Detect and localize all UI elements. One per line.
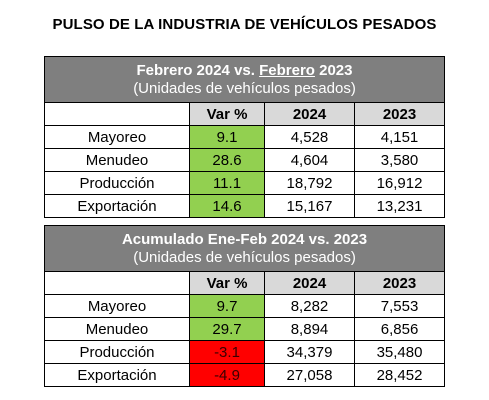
table-row: Menudeo 29.7 8,894 6,856	[44, 317, 446, 341]
table-title: Febrero 2024 vs. Febrero 2023	[136, 61, 353, 79]
value-2023-cell: 7,553	[353, 294, 446, 318]
value-2024-cell: 18,792	[264, 171, 355, 195]
value-2024-cell: 8,894	[264, 317, 355, 341]
table-row: Exportación -4.9 27,058 28,452	[44, 363, 446, 387]
var-cell: -3.1	[189, 340, 265, 364]
empty-header-cell	[44, 102, 190, 126]
var-cell: 9.1	[189, 125, 265, 149]
row-label: Producción	[44, 340, 190, 364]
table-row: Exportación 14.6 15,167 13,231	[44, 194, 446, 218]
row-label: Producción	[44, 171, 190, 195]
table-subtitle: (Unidades de vehículos pesados)	[133, 79, 356, 97]
value-2023-cell: 35,480	[353, 340, 446, 364]
table-title: Acumulado Ene-Feb 2024 vs. 2023	[121, 230, 368, 248]
column-header-2023: 2023	[353, 271, 446, 295]
value-2023-cell: 28,452	[353, 363, 446, 387]
value-2024-cell: 4,528	[264, 125, 355, 149]
value-2024-cell: 4,604	[264, 148, 355, 172]
empty-header-cell	[44, 271, 190, 295]
value-2023-cell: 3,580	[353, 148, 446, 172]
var-cell: 29.7	[189, 317, 265, 341]
table-row: Producción -3.1 34,379 35,480	[44, 340, 446, 364]
table-header: Acumulado Ene-Feb 2024 vs. 2023 (Unidade…	[43, 225, 446, 272]
table-subtitle: (Unidades de vehículos pesados)	[133, 248, 356, 266]
value-2023-cell: 16,912	[353, 171, 446, 195]
cumulative-comparison-table: Acumulado Ene-Feb 2024 vs. 2023 (Unidade…	[43, 225, 446, 387]
value-2024-cell: 8,282	[264, 294, 355, 318]
row-label: Exportación	[44, 363, 190, 387]
var-cell: 14.6	[189, 194, 265, 218]
table-row: Mayoreo 9.7 8,282 7,553	[44, 294, 446, 318]
column-header-2024: 2024	[264, 102, 355, 126]
table-row: Mayoreo 9.1 4,528 4,151	[44, 125, 446, 149]
column-header-var: Var %	[189, 102, 265, 126]
row-label: Mayoreo	[44, 294, 190, 318]
monthly-comparison-table: Febrero 2024 vs. Febrero 2023 (Unidades …	[43, 56, 446, 218]
table-row: Producción 11.1 18,792 16,912	[44, 171, 446, 195]
var-cell: 9.7	[189, 294, 265, 318]
value-2023-cell: 6,856	[353, 317, 446, 341]
page-title: PULSO DE LA INDUSTRIA DE VEHÍCULOS PESAD…	[52, 16, 437, 33]
value-2024-cell: 15,167	[264, 194, 355, 218]
row-label: Menudeo	[44, 317, 190, 341]
var-cell: 11.1	[189, 171, 265, 195]
value-2024-cell: 34,379	[264, 340, 355, 364]
row-label: Menudeo	[44, 148, 190, 172]
var-cell: 28.6	[189, 148, 265, 172]
var-cell: -4.9	[189, 363, 265, 387]
table-header: Febrero 2024 vs. Febrero 2023 (Unidades …	[43, 56, 446, 103]
column-header-2024: 2024	[264, 271, 355, 295]
value-2023-cell: 4,151	[353, 125, 446, 149]
value-2023-cell: 13,231	[353, 194, 446, 218]
column-header-var: Var %	[189, 271, 265, 295]
table-row: Menudeo 28.6 4,604 3,580	[44, 148, 446, 172]
column-header-2023: 2023	[353, 102, 446, 126]
row-label: Mayoreo	[44, 125, 190, 149]
value-2024-cell: 27,058	[264, 363, 355, 387]
row-label: Exportación	[44, 194, 190, 218]
